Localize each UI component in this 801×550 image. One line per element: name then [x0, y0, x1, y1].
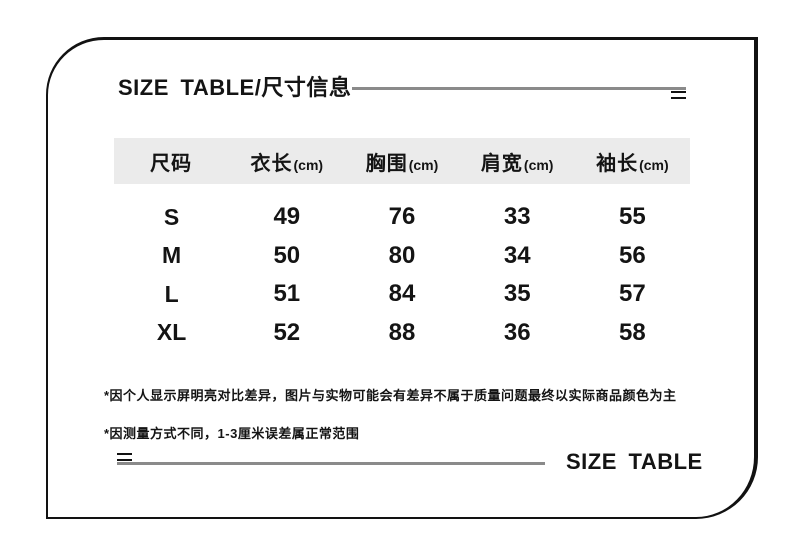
double-dash-icon — [671, 91, 686, 99]
column-header-unit: (cm) — [408, 156, 439, 173]
sleeve-cell: 57 — [619, 280, 646, 308]
sleeve-cell: 56 — [619, 241, 646, 269]
size-cell: L — [164, 280, 179, 307]
footnote-measurement-tolerance: *因测量方式不同，1-3厘米误差属正常范围 — [104, 426, 360, 441]
size-cell: XL — [156, 319, 187, 346]
column-header-length: 衣长(cm) — [229, 147, 344, 176]
column-header-unit: (cm) — [293, 156, 324, 173]
footer-divider-line — [117, 462, 545, 465]
footnote-display-difference: *因个人显示屏明亮对比差异，图片与实物可能会有差异不属于质量问题最终以实际商品颜… — [104, 388, 677, 403]
length-cell: 50 — [273, 241, 301, 269]
table-row: L 51 84 35 57 — [114, 275, 690, 314]
column-header-label: 肩宽 — [480, 152, 523, 175]
title-divider-line — [352, 87, 686, 90]
shoulder-cell: 35 — [503, 280, 531, 308]
decorative-frame-border — [46, 37, 758, 519]
column-header-sleeve: 袖长(cm) — [575, 147, 690, 176]
length-cell: 51 — [273, 280, 301, 308]
footer-title: SIZE TABLE — [566, 449, 703, 474]
shoulder-cell: 34 — [503, 241, 531, 269]
column-header-size: 尺码 — [114, 147, 229, 176]
table-row: S 49 76 33 55 — [114, 198, 690, 237]
length-cell: 49 — [273, 203, 301, 231]
column-header-unit: (cm) — [639, 156, 669, 173]
bust-cell: 88 — [388, 318, 416, 346]
column-header-shoulder: 肩宽(cm) — [460, 147, 575, 176]
column-header-bust: 胸围(cm) — [344, 147, 459, 176]
bust-cell: 80 — [388, 241, 416, 269]
size-cell: M — [162, 242, 182, 269]
double-dash-icon — [117, 453, 132, 461]
column-header-label: 胸围 — [365, 152, 408, 175]
sleeve-cell: 58 — [619, 318, 646, 346]
column-header-label: 袖长 — [596, 152, 639, 175]
shoulder-cell: 33 — [503, 203, 531, 231]
shoulder-cell: 36 — [503, 318, 531, 346]
table-body: S 49 76 33 55 M 50 80 34 56 L 51 84 35 5… — [114, 198, 690, 352]
size-table: 尺码 衣长(cm) 胸围(cm) 肩宽(cm) 袖长(cm) S 49 76 3… — [114, 138, 690, 352]
table-row: XL 52 88 36 58 — [114, 314, 690, 353]
length-cell: 52 — [273, 318, 301, 346]
column-header-label: 衣长 — [250, 152, 293, 175]
table-header-row: 尺码 衣长(cm) 胸围(cm) 肩宽(cm) 袖长(cm) — [114, 138, 690, 184]
page-title: SIZE TABLE/尺寸信息 — [118, 75, 352, 100]
bust-cell: 76 — [388, 203, 416, 231]
column-header-label: 尺码 — [150, 152, 193, 175]
column-header-unit: (cm) — [523, 156, 554, 173]
table-row: M 50 80 34 56 — [114, 237, 690, 276]
bust-cell: 84 — [388, 280, 416, 308]
sleeve-cell: 55 — [619, 203, 646, 231]
size-cell: S — [163, 203, 180, 230]
